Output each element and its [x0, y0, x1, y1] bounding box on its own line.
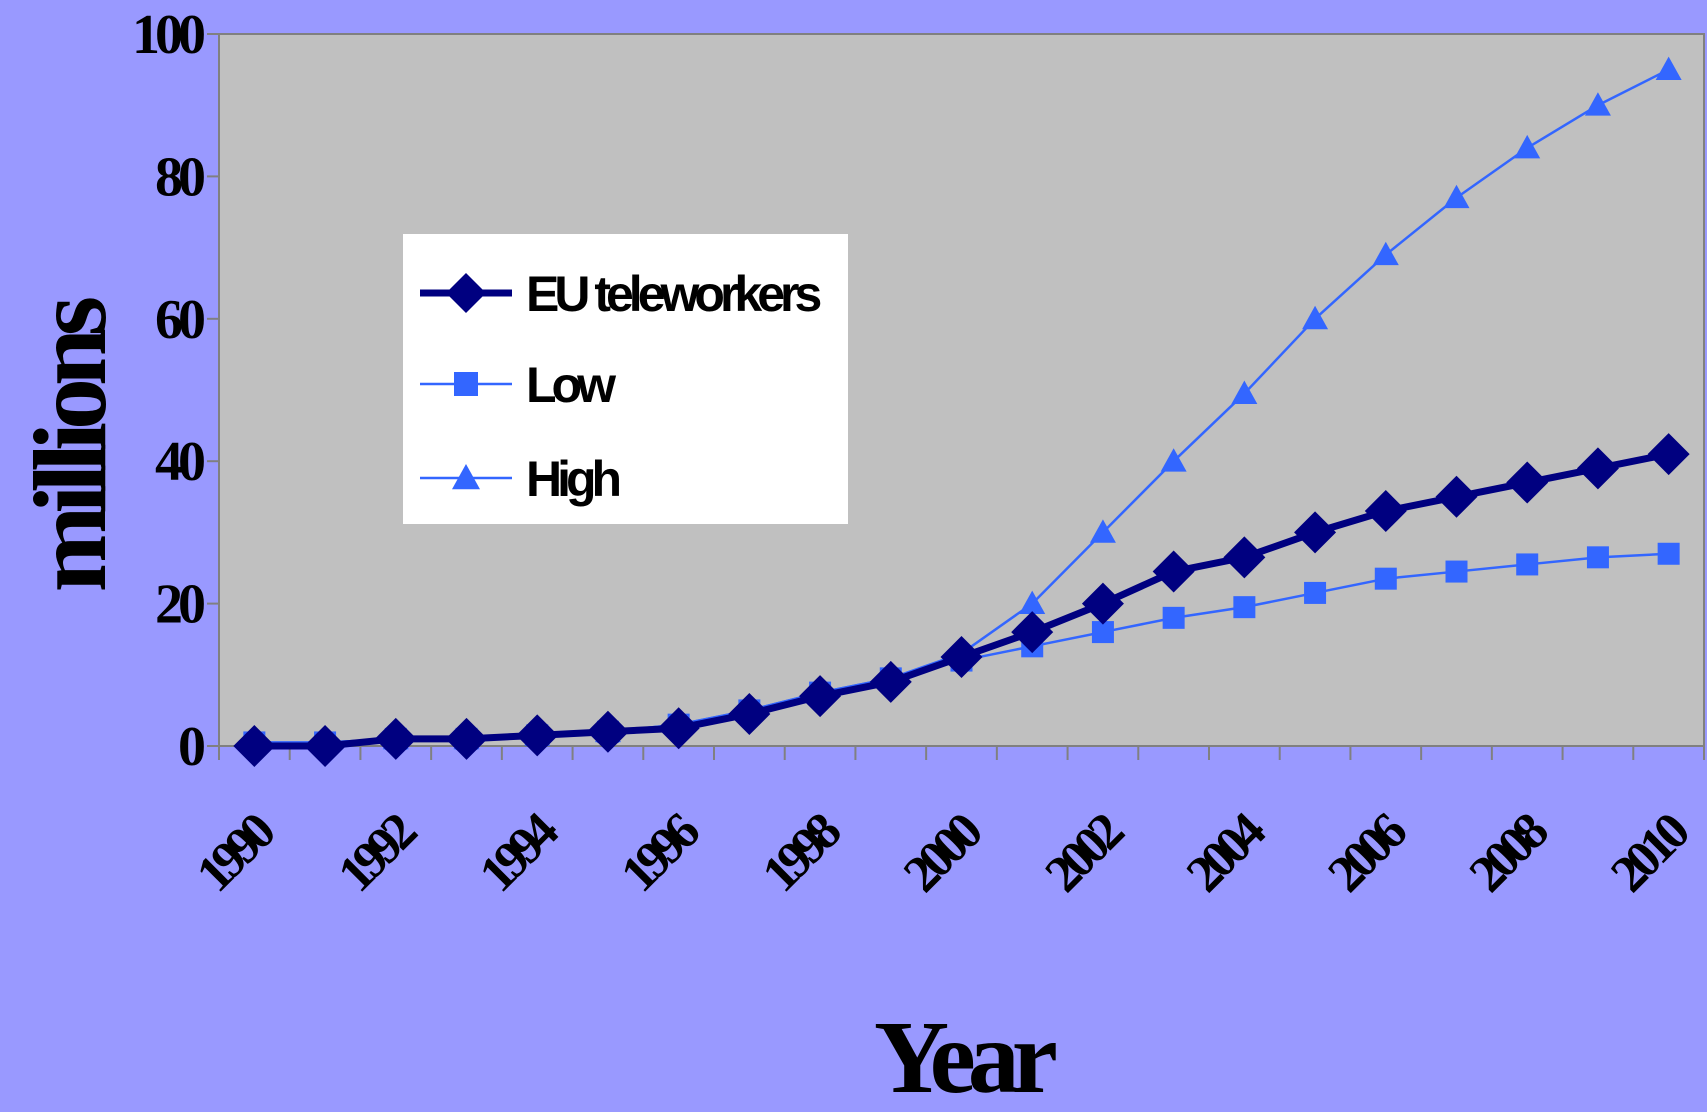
data-point-square: [1162, 606, 1185, 629]
data-point-triangle: [1655, 56, 1682, 80]
legend-label: High: [526, 451, 620, 507]
data-point-triangle: [1160, 448, 1187, 472]
data-point-diamond: [1011, 611, 1054, 654]
legend-marker-square: [454, 372, 478, 396]
series-layer: [233, 56, 1690, 767]
x-tick-label: 2006: [1317, 803, 1417, 903]
y-tick-label: 60: [155, 289, 204, 351]
data-point-diamond: [1506, 461, 1549, 504]
legend: EU teleworkers Low High: [403, 234, 848, 524]
data-point-diamond: [516, 714, 559, 757]
legend-label: Low: [526, 357, 616, 413]
y-axis: 0 20 40 60 80 100: [132, 4, 219, 778]
legend-marker-diamond: [446, 273, 486, 313]
data-point-diamond: [657, 707, 700, 750]
data-point-diamond: [586, 710, 629, 753]
data-point-triangle: [1019, 590, 1046, 614]
x-axis: 1990 1992 1994 1996 1998 2000 2002 2004 2006 2008…: [186, 746, 1705, 903]
data-point-diamond: [940, 636, 983, 678]
data-point-square: [1445, 560, 1468, 583]
data-point-diamond: [233, 725, 276, 767]
y-tick-label: 0: [178, 716, 204, 778]
x-tick-label: 2004: [1176, 802, 1277, 903]
data-point-square: [1091, 621, 1114, 644]
data-point-square: [1374, 567, 1397, 590]
data-point-diamond: [304, 725, 347, 767]
data-point-square: [1586, 546, 1609, 569]
legend-label: EU teleworkers: [526, 266, 820, 322]
x-tick-label: 1994: [469, 802, 570, 903]
data-point-diamond: [374, 717, 417, 760]
x-tick-label: 1992: [327, 803, 427, 903]
y-tick-label: 80: [155, 146, 204, 208]
x-tick-label: 2002: [1035, 803, 1135, 903]
data-point-square: [1516, 553, 1539, 576]
data-point-diamond: [1223, 536, 1266, 579]
x-tick-label: 1990: [186, 803, 286, 903]
data-point-diamond: [728, 692, 771, 735]
data-point-diamond: [1081, 582, 1124, 625]
y-tick-label: 20: [155, 574, 204, 636]
data-point-diamond: [799, 675, 842, 718]
data-point-triangle: [1089, 519, 1116, 543]
x-tick-label: 1996: [610, 803, 710, 903]
data-point-triangle: [1372, 241, 1399, 266]
data-point-triangle: [1443, 184, 1470, 209]
data-point-triangle: [1584, 92, 1611, 116]
series-eu-teleworkers: [233, 433, 1690, 767]
data-point-diamond: [1152, 550, 1195, 593]
y-tick-label: 40: [155, 431, 204, 493]
y-axis-label: millions: [13, 298, 128, 592]
x-tick-label: 1998: [752, 803, 852, 903]
x-axis-label: Year: [874, 1000, 1056, 1112]
data-point-square: [1233, 596, 1256, 619]
legend-marker-triangle: [452, 464, 480, 490]
x-tick-label: 2008: [1459, 803, 1559, 903]
y-tick-label: 100: [132, 4, 204, 66]
x-tick-label: 2000: [893, 803, 993, 903]
data-point-diamond: [1364, 490, 1407, 533]
data-point-diamond: [1294, 511, 1337, 554]
data-point-triangle: [1302, 305, 1329, 330]
data-point-square: [1657, 542, 1680, 565]
data-point-triangle: [1514, 134, 1541, 159]
data-point-diamond: [1647, 433, 1690, 476]
data-point-triangle: [1231, 380, 1258, 404]
data-point-diamond: [1435, 475, 1478, 518]
data-point-diamond: [445, 717, 488, 760]
data-point-diamond: [869, 660, 912, 703]
data-point-diamond: [1576, 447, 1619, 490]
data-point-square: [1304, 581, 1327, 604]
x-tick-label: 2010: [1600, 803, 1700, 903]
